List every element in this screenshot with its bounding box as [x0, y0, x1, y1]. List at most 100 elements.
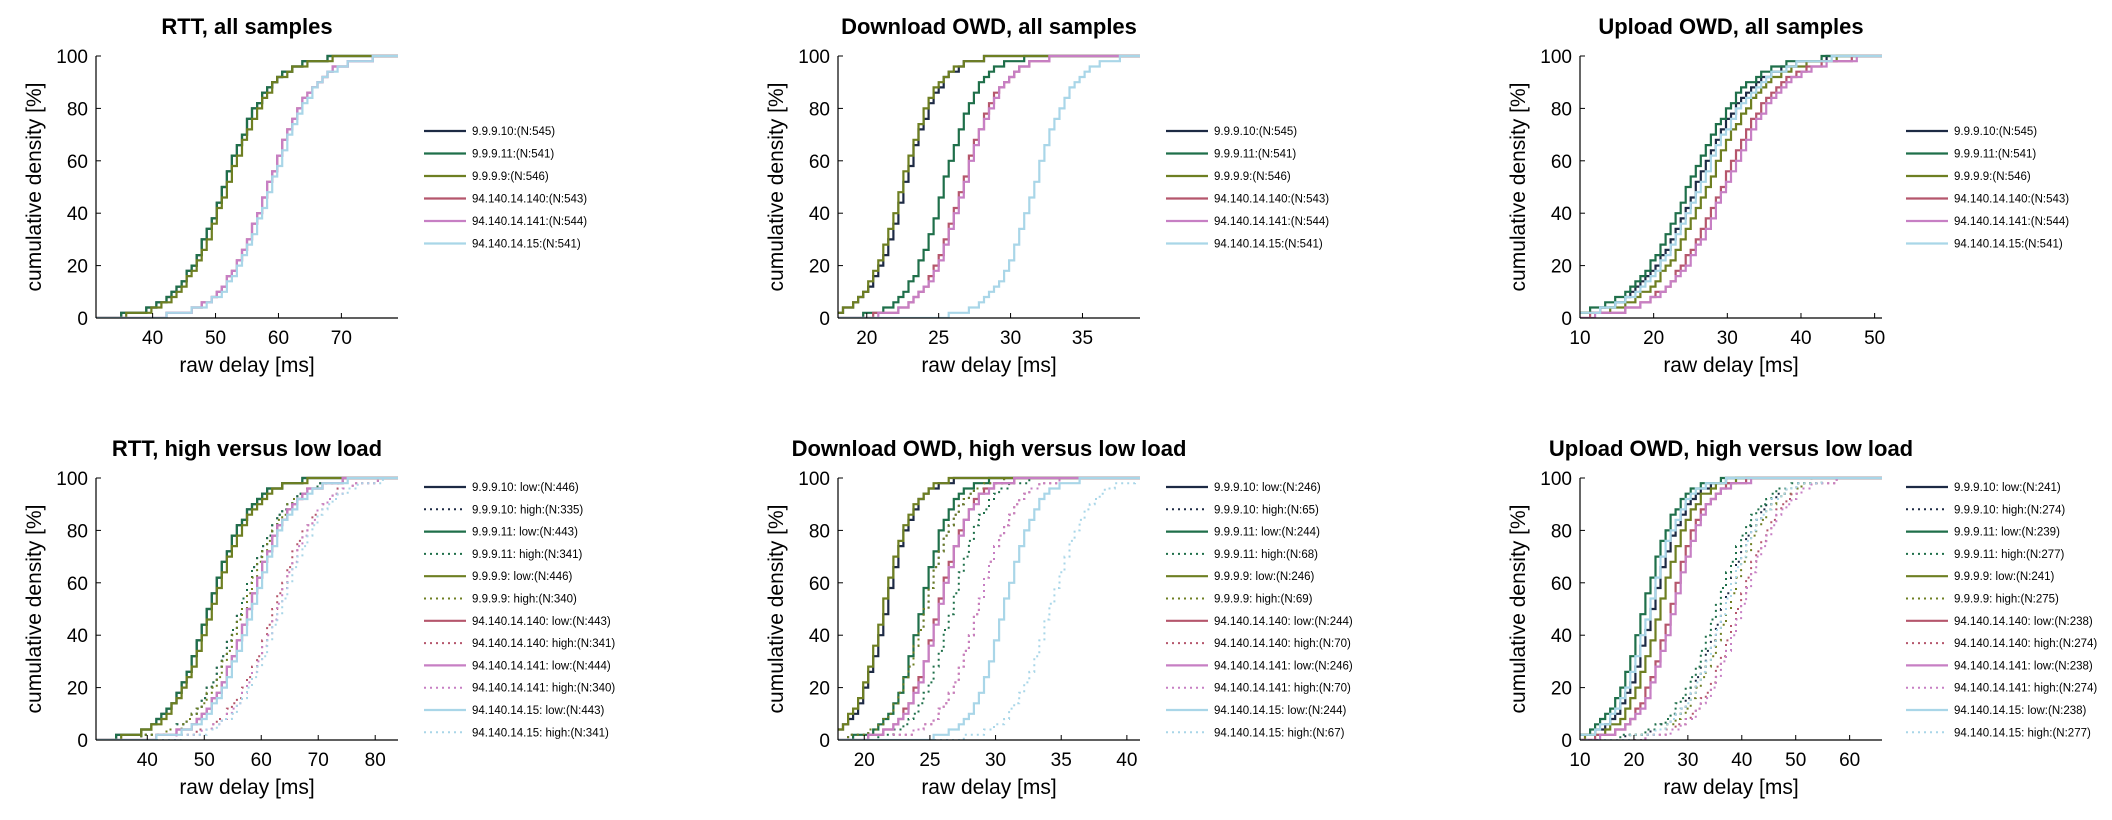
y-tick-label: 40: [1551, 204, 1572, 225]
x-tick-label: 40: [1731, 750, 1752, 771]
legend-entry-label: 9.9.9.9: high:(N:340): [472, 594, 577, 606]
series-group: [96, 54, 398, 318]
y-axis-label: cumulative density [%]: [23, 83, 46, 292]
series-line-10: [838, 477, 1140, 740]
x-tick-label: 35: [1051, 750, 1072, 771]
legend-entry-label: 94.140.14.140: low:(N:238): [1954, 616, 2093, 628]
series-line-5: [1580, 54, 1882, 318]
legend-entry-label: 94.140.14.140: low:(N:244): [1214, 616, 1353, 628]
series-line-6: [838, 54, 1140, 318]
y-axis-label: cumulative density [%]: [1507, 83, 1530, 292]
y-tick-label: 80: [809, 521, 830, 542]
y-tick-label: 0: [77, 309, 88, 330]
x-tick-label: 50: [194, 750, 215, 771]
series-line-3: [96, 54, 398, 318]
y-tick-label: 80: [809, 99, 830, 120]
x-tick-label: 60: [251, 750, 272, 771]
x-tick-label: 40: [142, 328, 163, 349]
legend-entry-label: 9.9.9.9: low:(N:446): [472, 571, 573, 583]
x-tick-label: 40: [1116, 750, 1137, 771]
legend-entry-label: 94.140.14.140: high:(N:70): [1214, 638, 1351, 650]
series-line-6: [1580, 54, 1882, 314]
x-tick-label: 20: [1643, 328, 1664, 349]
y-tick-label: 20: [67, 679, 88, 700]
y-tick-label: 100: [1540, 469, 1572, 490]
x-tick-label: 35: [1072, 328, 1093, 349]
series-line-4: [96, 54, 398, 318]
chart-panel-6: Upload OWD, high versus low load 0 20 40 60 8…: [1507, 436, 2097, 799]
series-line-11: [1580, 476, 1882, 736]
series-group: [838, 54, 1140, 318]
y-tick-label: 0: [819, 309, 830, 330]
legend-entry-label: 94.140.14.140: low:(N:443): [472, 616, 611, 628]
series-line-3: [1580, 54, 1882, 314]
x-tick-label: 20: [856, 328, 877, 349]
y-tick-label: 100: [1540, 47, 1572, 68]
x-tick-label: 20: [1623, 750, 1644, 771]
x-tick-label: 30: [985, 750, 1006, 771]
legend-entry-label: 94.140.14.141: high:(N:70): [1214, 683, 1351, 695]
x-tick-label: 40: [1790, 328, 1811, 349]
legend-entry-label: 94.140.14.140:(N:543): [472, 194, 587, 206]
series-group: [838, 476, 1140, 740]
chart-panel-3: Upload OWD, all samples 0 20 40 60 80 100 10 20 3…: [1507, 14, 2069, 377]
chart-title: Download OWD, all samples: [841, 14, 1137, 39]
x-tick-label: 50: [205, 328, 226, 349]
y-tick-label: 0: [1561, 309, 1572, 330]
x-tick-label: 50: [1864, 328, 1885, 349]
series-line-6: [96, 54, 398, 318]
y-tick-label: 40: [67, 626, 88, 647]
legend-entry-label: 9.9.9.11: high:(N:277): [1954, 549, 2065, 561]
y-tick-label: 60: [809, 574, 830, 595]
x-tick-label: 60: [268, 328, 289, 349]
legend-entry-label: 9.9.9.9: low:(N:241): [1954, 571, 2055, 583]
legend-entry-label: 9.9.9.11: high:(N:68): [1214, 549, 1318, 561]
legend: 9.9.9.10:(N:545) 9.9.9.11:(N:541) 9.9.9.9:…: [1166, 126, 1329, 251]
chart-title: RTT, all samples: [161, 14, 332, 39]
legend-entry-label: 9.9.9.9:(N:546): [1214, 171, 1291, 183]
y-tick-label: 100: [56, 469, 88, 490]
series-group: [96, 476, 398, 740]
legend-entry-label: 94.140.14.140:(N:543): [1954, 194, 2069, 206]
legend-entry-label: 9.9.9.9: low:(N:246): [1214, 571, 1315, 583]
legend-entry-label: 94.140.14.140: high:(N:274): [1954, 638, 2097, 650]
legend-entry-label: 94.140.14.141:(N:544): [1954, 216, 2069, 228]
series-line-2: [1580, 54, 1882, 314]
x-tick-label: 10: [1569, 750, 1590, 771]
x-axis-label: raw delay [ms]: [179, 776, 314, 799]
legend-entry-label: 9.9.9.11:(N:541): [1214, 149, 1296, 161]
legend-entry-label: 94.140.14.141: low:(N:238): [1954, 660, 2093, 672]
series-line-11: [96, 476, 398, 740]
chart-title: Upload OWD, all samples: [1598, 14, 1863, 39]
legend-entry-label: 94.140.14.15: high:(N:341): [472, 727, 609, 739]
x-axis-label: raw delay [ms]: [921, 354, 1056, 377]
legend-entry-label: 9.9.9.11: low:(N:244): [1214, 527, 1320, 539]
legend-entry-label: 94.140.14.141: low:(N:246): [1214, 660, 1353, 672]
y-tick-label: 40: [809, 204, 830, 225]
legend-entry-label: 94.140.14.141:(N:544): [472, 216, 587, 228]
series-group: [1580, 476, 1882, 740]
series-line-1: [96, 54, 398, 318]
legend-entry-label: 9.9.9.10: high:(N:65): [1214, 504, 1319, 516]
y-tick-label: 20: [1551, 257, 1572, 278]
y-tick-label: 80: [67, 521, 88, 542]
chart-panel-5: Download OWD, high versus low load 0 20 40 6…: [765, 436, 1353, 799]
legend-entry-label: 9.9.9.10: low:(N:241): [1954, 482, 2061, 494]
y-tick-label: 40: [809, 626, 830, 647]
series-line-5: [96, 54, 398, 318]
x-tick-label: 25: [919, 750, 940, 771]
x-axis-label: raw delay [ms]: [921, 776, 1056, 799]
legend-entry-label: 9.9.9.9: high:(N:69): [1214, 594, 1313, 606]
chart-title: Upload OWD, high versus low load: [1549, 436, 1913, 461]
legend-entry-label: 94.140.14.15:(N:541): [1214, 239, 1323, 251]
series-line-11: [838, 476, 1140, 740]
y-tick-label: 80: [67, 99, 88, 120]
legend-entry-label: 94.140.14.141: high:(N:340): [472, 683, 615, 695]
y-tick-label: 60: [67, 574, 88, 595]
x-tick-label: 50: [1785, 750, 1806, 771]
legend: 9.9.9.10:(N:545) 9.9.9.11:(N:541) 9.9.9.9:…: [1906, 126, 2069, 251]
series-line-1: [838, 54, 1140, 314]
series-line-12: [96, 477, 398, 740]
chart-title: Download OWD, high versus low load: [792, 436, 1187, 461]
x-tick-label: 70: [308, 750, 329, 771]
